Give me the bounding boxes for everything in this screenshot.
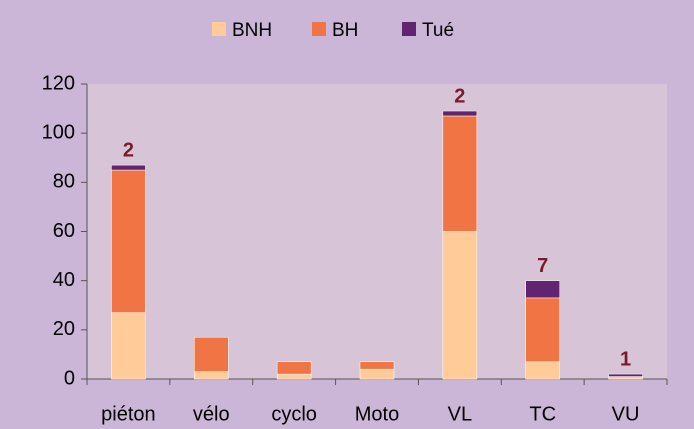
bar-segment (194, 336, 229, 372)
legend-label: BH (332, 20, 358, 41)
x-tick-label: VU (612, 403, 640, 425)
plot-area (87, 84, 667, 379)
x-tick-label: cyclo (271, 403, 317, 425)
y-tick-label: 20 (53, 318, 75, 340)
bar-segment (525, 280, 560, 299)
y-tick-label: 100 (42, 121, 75, 143)
bar-segment (442, 115, 478, 232)
y-tick-label: 0 (64, 367, 75, 389)
x-tick-label: TC (529, 403, 556, 425)
bar-segment (442, 110, 478, 117)
bar-segment (111, 169, 146, 313)
bar-segment (276, 361, 312, 375)
bar-segment (276, 373, 312, 380)
legend-swatch (212, 22, 226, 36)
bar-segment (194, 371, 229, 380)
legend-swatch (402, 22, 416, 36)
data-label: 2 (454, 85, 465, 107)
bar-segment (442, 231, 478, 380)
bar-segment (111, 164, 146, 171)
legend-swatch (312, 22, 326, 36)
y-tick-label: 120 (42, 72, 75, 94)
bar-segment (525, 361, 560, 380)
bar-segment (111, 312, 146, 380)
y-tick-label: 80 (53, 171, 75, 193)
y-tick-label: 40 (53, 269, 75, 291)
x-tick-label: Moto (355, 403, 399, 425)
data-label: 2 (123, 139, 134, 161)
legend-label: BNH (232, 20, 272, 41)
bar-segment (608, 373, 643, 377)
bar-segment (525, 297, 560, 363)
x-tick-label: vélo (193, 403, 230, 425)
x-tick-label: piéton (101, 403, 156, 425)
data-label: 7 (537, 255, 548, 277)
legend-label: Tué (422, 20, 454, 41)
x-tick-label: VL (448, 403, 472, 425)
bar-segment (359, 361, 395, 370)
y-tick-label: 60 (53, 220, 75, 242)
bar-segment (359, 368, 395, 380)
data-label: 1 (620, 348, 631, 370)
bar-segment (608, 376, 643, 380)
